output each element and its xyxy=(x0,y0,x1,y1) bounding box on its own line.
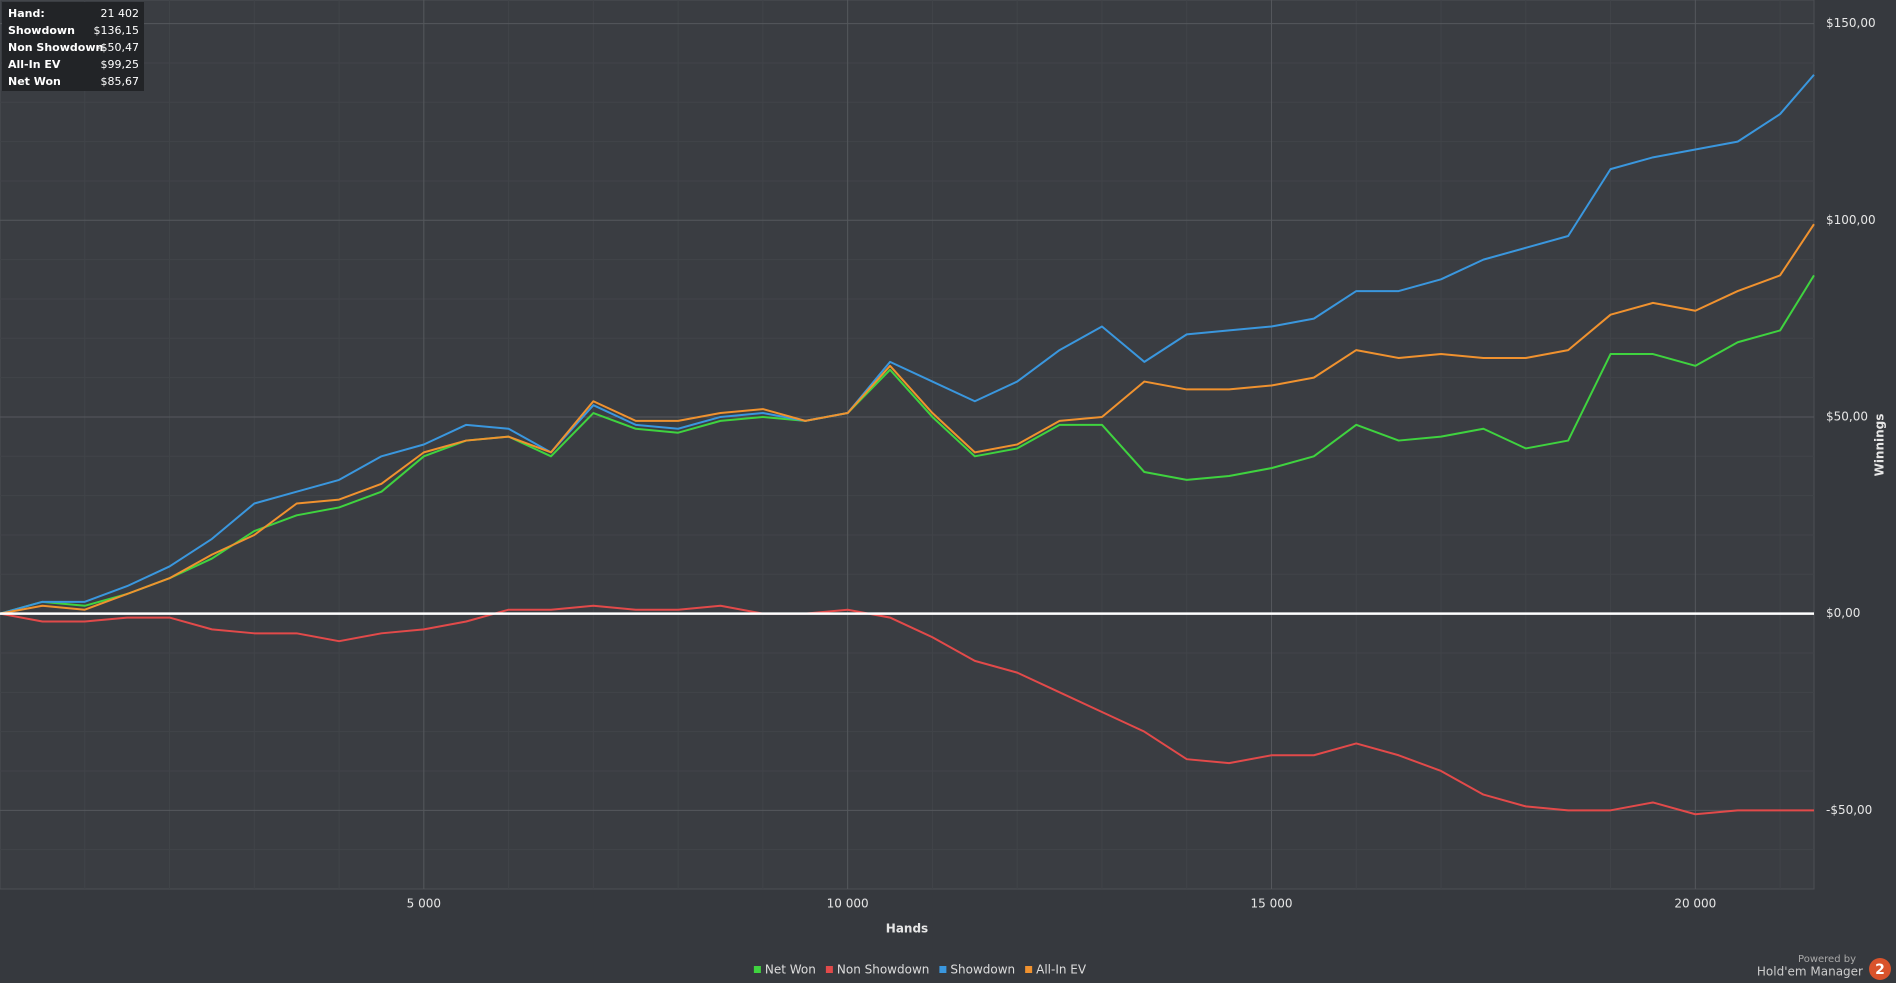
series-line xyxy=(0,274,1815,615)
y-tick-label: $100,00 xyxy=(1826,213,1876,227)
plot-area xyxy=(0,0,1815,890)
legend-swatch xyxy=(825,966,833,973)
stat-value: -$50,47 xyxy=(97,41,139,54)
powered-by: Powered by xyxy=(1798,954,1856,965)
logo-text: 2 xyxy=(1875,962,1885,978)
stat-value: $136,15 xyxy=(94,24,140,37)
x-tick-label: 5 000 xyxy=(407,897,441,911)
stat-label: All-In EV xyxy=(8,58,61,71)
series-line xyxy=(0,604,1814,816)
x-axis-label: Hands xyxy=(886,922,928,936)
stats-box xyxy=(2,2,144,91)
y-tick-label: $50,00 xyxy=(1826,409,1868,423)
legend-label: Net Won xyxy=(765,963,816,977)
brand: Hold'em Manager xyxy=(1757,965,1863,979)
stat-label: Showdown xyxy=(8,24,75,37)
legend-label: Showdown xyxy=(950,963,1015,977)
stat-value: $85,67 xyxy=(101,75,140,88)
stat-label: Net Won xyxy=(8,75,61,88)
stat-value: $99,25 xyxy=(101,58,140,71)
legend-label: Non Showdown xyxy=(837,963,930,977)
stats: Hand: 21 402 Showdown $136,15 Non Showdown-$… xyxy=(8,7,139,88)
logo xyxy=(1869,958,1891,980)
y-axis-label: Winnings xyxy=(1873,414,1887,477)
x-tick-label: 15 000 xyxy=(1250,897,1292,911)
legend-swatch xyxy=(1025,966,1033,973)
stat-label: Hand: xyxy=(8,7,45,20)
y-tick-label: $150,00 xyxy=(1826,16,1876,30)
lines xyxy=(0,74,1815,816)
stat-label: Non Showdown xyxy=(8,41,103,54)
grid xyxy=(0,0,1814,889)
series-line xyxy=(0,74,1815,615)
x-tick-label: 20 000 xyxy=(1674,897,1716,911)
legend: Net Won Non Showdown Showdown All-In EV xyxy=(753,963,1087,977)
legend-swatch xyxy=(753,966,761,973)
x-tick-label: 10 000 xyxy=(827,897,869,911)
y-tick-label: -$50,00 xyxy=(1826,803,1872,817)
legend-swatch xyxy=(939,966,947,973)
stat-value: 21 402 xyxy=(101,7,140,20)
series-line xyxy=(0,223,1815,615)
y-tick-label: $0,00 xyxy=(1826,606,1860,620)
legend-label: All-In EV xyxy=(1036,963,1087,977)
